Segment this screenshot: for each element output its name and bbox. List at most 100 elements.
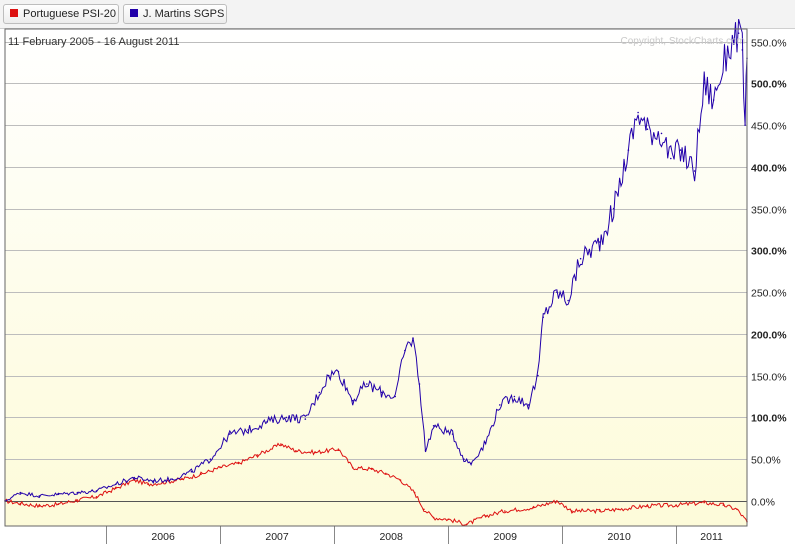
data-point <box>418 383 421 385</box>
data-point <box>95 490 98 492</box>
data-point <box>351 399 354 402</box>
data-point <box>660 132 663 135</box>
x-tick-label: 2009 <box>494 531 518 543</box>
data-point <box>499 404 501 406</box>
data-point <box>504 510 506 512</box>
date-range-label: 11 February 2005 - 16 August 2011 <box>8 36 180 48</box>
data-point <box>465 523 468 526</box>
data-point <box>571 510 573 512</box>
data-point <box>412 337 414 339</box>
data-point <box>380 391 383 394</box>
data-point <box>133 476 135 479</box>
data-point <box>57 503 60 506</box>
data-point <box>209 458 212 461</box>
data-point <box>19 502 22 505</box>
data-point <box>463 458 465 461</box>
data-point <box>675 504 677 506</box>
y-tick-label: 100.0% <box>751 413 787 425</box>
gridlines <box>5 42 747 502</box>
x-tick-label: 2010 <box>607 531 631 543</box>
legend-bar: Portuguese PSI-20 J. Martins SGPS <box>0 0 795 29</box>
data-point <box>327 374 330 377</box>
data-point <box>413 491 416 494</box>
series-line <box>4 442 748 526</box>
y-tick-label: 200.0% <box>751 330 787 342</box>
data-point <box>399 479 402 481</box>
data-point <box>318 391 321 394</box>
data-point <box>152 480 155 482</box>
data-point <box>423 508 425 511</box>
y-tick-label: 50.0% <box>751 455 781 467</box>
data-point <box>337 370 340 373</box>
data-point <box>722 504 725 506</box>
data-point <box>579 257 582 260</box>
data-point <box>736 508 738 511</box>
data-point <box>256 454 259 456</box>
y-axis: 0.0% 50.0% 100.0% 150.0% 200.0% 250.0% 300.0% 3… <box>751 38 787 509</box>
data-point <box>19 491 22 494</box>
data-point <box>115 483 117 486</box>
jmartins-color-swatch <box>130 9 138 17</box>
data-point <box>598 510 601 512</box>
data-point <box>95 496 98 498</box>
y-tick-label: 550.0% <box>751 38 787 50</box>
y-tick-label: 400.0% <box>751 163 787 175</box>
data-point <box>38 495 41 497</box>
data-point <box>703 82 705 85</box>
x-tick-label: 2008 <box>379 531 403 543</box>
data-point <box>190 470 193 473</box>
data-point <box>366 383 368 385</box>
legend-label-jmartins: J. Martins SGPS <box>143 8 225 20</box>
data-point <box>598 241 601 243</box>
data-point <box>38 505 41 507</box>
data-point <box>451 433 454 435</box>
x-axis: 2006 2007 2008 2009 2010 2011 <box>106 526 723 544</box>
data-point <box>404 349 406 352</box>
data-point <box>171 478 174 481</box>
data-point <box>237 462 240 465</box>
data-point <box>527 404 530 406</box>
data-point <box>532 506 535 509</box>
data-point <box>115 487 117 490</box>
legend-item-psi20[interactable]: Portuguese PSI-20 <box>3 4 119 24</box>
data-point <box>567 299 569 302</box>
data-point <box>447 518 450 521</box>
data-point <box>612 207 615 210</box>
y-tick-label: 450.0% <box>751 121 787 133</box>
data-point <box>200 473 202 476</box>
data-point <box>741 49 744 51</box>
plot-background <box>5 29 747 526</box>
series-jmartins <box>4 18 748 502</box>
data-point <box>76 491 79 494</box>
data-point <box>133 479 135 481</box>
data-point <box>219 466 221 469</box>
psi20-color-swatch <box>10 9 18 17</box>
data-point <box>470 462 472 465</box>
y-tick-label: 300.0% <box>751 246 787 258</box>
y-tick-label: 0.0% <box>751 497 775 509</box>
data-point <box>693 170 696 172</box>
x-tick-label: 2006 <box>151 531 175 543</box>
data-point <box>542 316 544 319</box>
data-point <box>556 500 558 502</box>
data-point <box>712 99 715 101</box>
data-point <box>537 374 539 377</box>
data-point <box>646 128 649 130</box>
data-point <box>744 124 746 126</box>
data-point <box>637 111 639 114</box>
data-point <box>280 443 282 445</box>
data-point <box>314 451 316 454</box>
data-point <box>737 32 740 34</box>
legend-item-jmartins[interactable]: J. Martins SGPS <box>123 4 227 24</box>
data-point <box>484 441 487 444</box>
data-point <box>57 493 60 496</box>
x-tick-label: 2007 <box>265 531 289 543</box>
data-point <box>304 418 307 420</box>
legend-label-psi20: Portuguese PSI-20 <box>23 8 116 20</box>
data-point <box>285 416 288 419</box>
y-tick-label: 150.0% <box>751 372 787 384</box>
plot-frame <box>4 28 748 527</box>
data-point <box>247 429 249 431</box>
data-point <box>351 466 354 469</box>
